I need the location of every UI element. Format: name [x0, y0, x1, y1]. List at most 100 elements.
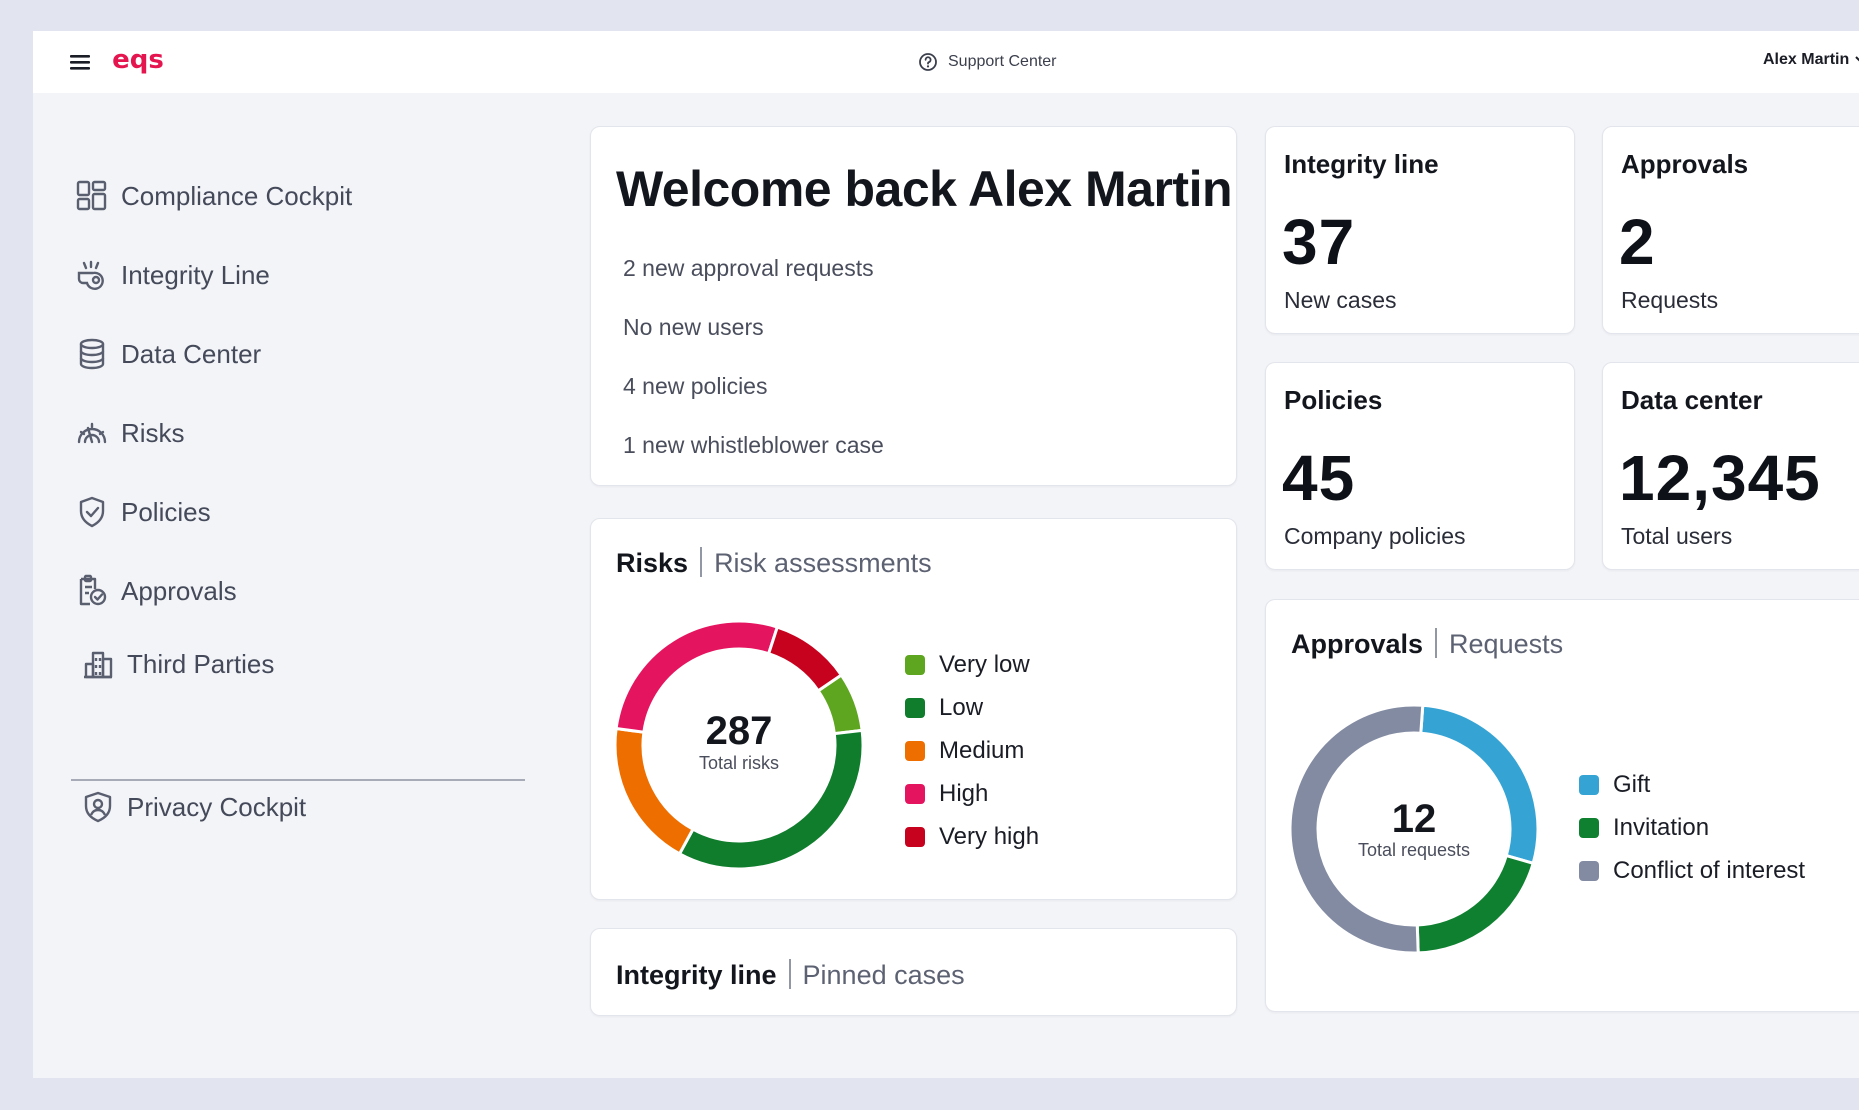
approvals-legend-item[interactable]: Invitation [1579, 806, 1805, 849]
stat-value: 37 [1282, 206, 1356, 278]
sidebar: Compliance Cockpit Integrity Line Data [33, 93, 553, 1078]
dashboard-grid-icon [76, 180, 107, 211]
hamburger-menu-icon[interactable] [70, 53, 90, 71]
sidebar-item-label: Policies [121, 496, 211, 527]
integrity-line-stat-card[interactable]: Integrity line 37 New cases [1265, 126, 1575, 334]
welcome-card: Welcome back Alex Martin 2 new approval … [590, 126, 1237, 486]
stat-value: 45 [1282, 442, 1356, 514]
header-separator [788, 959, 791, 989]
legend-label: High [939, 779, 989, 807]
legend-label: Gift [1613, 770, 1651, 798]
welcome-title: Welcome back Alex Martin [616, 161, 1233, 217]
gauge-icon [77, 422, 107, 444]
integrity-pinned-subtitle[interactable]: Pinned cases [802, 960, 965, 990]
support-center-link[interactable]: Support Center [918, 51, 1057, 73]
privacy-shield-icon [84, 791, 112, 823]
approvals-chart-card: Approvals Requests 12 Total requests Gift… [1265, 599, 1859, 1012]
sidebar-item-risks[interactable]: Risks [75, 413, 185, 453]
notification-new-users[interactable]: No new users [623, 314, 764, 340]
stat-value: 12,345 [1619, 442, 1821, 514]
approvals-card-subtitle[interactable]: Requests [1449, 629, 1564, 659]
risks-card: Risks Risk assessments 287 Total risks Ve… [590, 518, 1237, 900]
sidebar-item-label: Integrity Line [121, 259, 270, 290]
legend-swatch [905, 654, 925, 675]
legend-swatch [1579, 817, 1599, 838]
sidebar-item-label: Risks [121, 417, 185, 448]
sidebar-item-label: Data Center [121, 338, 262, 369]
app-window: eqs Support Center Alex Martin [33, 31, 1859, 1078]
risks-card-subtitle[interactable]: Risk assessments [714, 548, 932, 578]
integrity-pinned-header: Integrity line Pinned cases [616, 959, 965, 991]
approvals-total-value: 12 [1392, 797, 1437, 841]
notification-new-policies[interactable]: 4 new policies [623, 373, 768, 399]
risks-legend-item[interactable]: Low [905, 686, 1039, 729]
stat-title: Data center [1621, 385, 1763, 415]
sidebar-item-compliance-cockpit[interactable]: Compliance Cockpit [75, 176, 352, 216]
integrity-pinned-title: Integrity line [616, 960, 777, 990]
user-menu[interactable]: Alex Martin [1763, 51, 1859, 69]
sidebar-item-label: Approvals [121, 575, 237, 606]
header-separator [1435, 628, 1438, 658]
notification-approval-requests[interactable]: 2 new approval requests [623, 255, 874, 281]
sidebar-item-integrity-line[interactable]: Integrity Line [75, 255, 270, 295]
approvals-legend: Gift Invitation Conflict of interest [1579, 763, 1805, 892]
risks-legend: Very low Low Medium High Very high [905, 643, 1039, 858]
sidebar-item-policies[interactable]: Policies [75, 492, 211, 532]
user-name: Alex Martin [1763, 51, 1850, 68]
logo-text: eqs [112, 46, 164, 75]
risks-legend-item[interactable]: Very high [905, 815, 1039, 858]
approvals-legend-item[interactable]: Conflict of interest [1579, 849, 1805, 892]
legend-swatch [905, 783, 925, 804]
risks-card-header: Risks Risk assessments [616, 547, 932, 579]
approvals-total-label: Total requests [1358, 840, 1470, 860]
sidebar-item-label: Privacy Cockpit [127, 791, 307, 822]
risks-total-value: 287 [706, 709, 773, 753]
notification-whistleblower-case[interactable]: 1 new whistleblower case [623, 432, 884, 458]
approvals-card-title: Approvals [1291, 629, 1424, 659]
risks-donut-chart: 287 Total risks [614, 620, 864, 870]
legend-swatch [905, 697, 925, 718]
sidebar-item-privacy-cockpit[interactable]: Privacy Cockpit [81, 787, 306, 827]
approvals-slice-conflict-of-interest[interactable] [1289, 704, 1425, 954]
integrity-pinned-card: Integrity line Pinned cases [590, 928, 1237, 1016]
approvals-donut-chart: 12 Total requests [1289, 704, 1539, 954]
legend-label: Conflict of interest [1613, 856, 1806, 884]
sidebar-item-data-center[interactable]: Data Center [75, 334, 261, 374]
legend-swatch [905, 740, 925, 761]
legend-label: Medium [939, 736, 1025, 764]
clipboard-check-icon [79, 574, 107, 606]
sidebar-divider [71, 779, 525, 781]
shield-check-icon [79, 496, 105, 528]
risks-total-label: Total risks [699, 753, 779, 773]
stat-title: Approvals [1621, 149, 1749, 179]
top-bar: eqs Support Center Alex Martin [33, 31, 1859, 93]
data-center-stat-card[interactable]: Data center 12,345 Total users [1602, 362, 1859, 570]
legend-swatch [1579, 860, 1599, 881]
stat-title: Integrity line [1284, 149, 1439, 179]
sidebar-item-label: Third Parties [127, 648, 275, 679]
sidebar-item-approvals[interactable]: Approvals [75, 571, 237, 611]
chevron-down-icon [1855, 56, 1859, 62]
stat-value: 2 [1619, 206, 1656, 278]
stat-title: Policies [1284, 385, 1383, 415]
approvals-legend-item[interactable]: Gift [1579, 763, 1805, 806]
approvals-stat-card[interactable]: Approvals 2 Requests [1602, 126, 1859, 334]
help-circle-icon [919, 53, 937, 71]
support-center-label: Support Center [948, 53, 1057, 70]
risks-slice-very-high[interactable] [766, 625, 844, 693]
risks-legend-item[interactable]: High [905, 772, 1039, 815]
approvals-slice-invitation[interactable] [1415, 853, 1536, 954]
risks-legend-item[interactable]: Medium [905, 729, 1039, 772]
risks-slice-medium[interactable] [614, 726, 696, 856]
buildings-icon [84, 651, 113, 679]
eqs-logo[interactable]: eqs [111, 46, 165, 76]
policies-stat-card[interactable]: Policies 45 Company policies [1265, 362, 1575, 570]
database-icon [79, 338, 105, 370]
sidebar-item-third-parties[interactable]: Third Parties [81, 644, 274, 684]
stat-label: Total users [1621, 523, 1733, 549]
approvals-card-header: Approvals Requests [1291, 628, 1563, 660]
risks-legend-item[interactable]: Very low [905, 643, 1039, 686]
sidebar-item-label: Compliance Cockpit [121, 180, 353, 211]
stat-label: New cases [1284, 287, 1397, 313]
legend-swatch [905, 826, 925, 847]
